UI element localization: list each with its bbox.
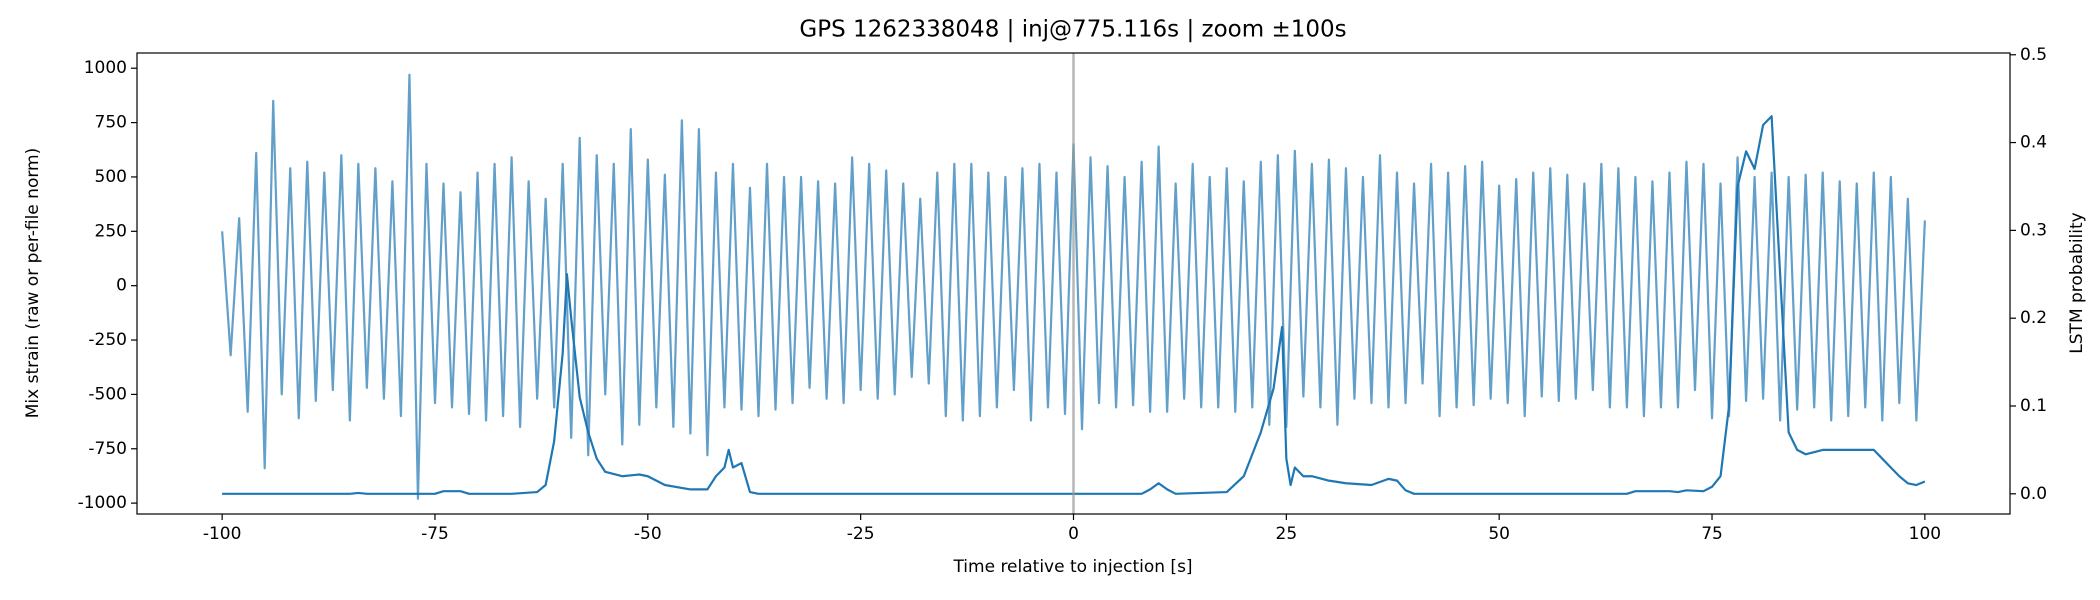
x-axis-label: Time relative to injection [s] xyxy=(952,557,1192,577)
y2-tick-label: 0.1 xyxy=(2020,396,2047,416)
y-tick-label: -250 xyxy=(88,330,127,350)
y-axis-label: Mix strain (raw or per-file norm) xyxy=(23,148,43,418)
y2-tick-label: 0.0 xyxy=(2020,484,2047,504)
plot-frame xyxy=(136,52,2011,515)
y2-tick-label: 0.4 xyxy=(2020,133,2047,153)
y-tick-label: 500 xyxy=(95,167,127,187)
x-tick-label: 0 xyxy=(1068,524,1079,544)
x-tick-label: 75 xyxy=(1701,524,1723,544)
y-tick-label: -1000 xyxy=(78,493,127,513)
y2-axis-label: LSTM probability xyxy=(2067,212,2087,353)
y-tick-label: -750 xyxy=(88,439,127,459)
x-tick-label: -50 xyxy=(634,524,662,544)
y-tick-label: 250 xyxy=(95,221,127,241)
x-tick-label: 25 xyxy=(1276,524,1298,544)
x-tick-label: 50 xyxy=(1488,524,1510,544)
y2-tick-label: 0.2 xyxy=(2020,308,2047,328)
y-tick-label: 0 xyxy=(116,276,127,296)
x-tick-label: -25 xyxy=(847,524,875,544)
y-tick-label: -500 xyxy=(88,384,127,404)
chart-title: GPS 1262338048 | inj@775.116s | zoom ±10… xyxy=(799,17,1346,43)
x-tick-label: 100 xyxy=(1909,524,1941,544)
y-tick-label: 750 xyxy=(95,113,127,133)
x-tick-label: -75 xyxy=(421,524,449,544)
y-tick-label: 1000 xyxy=(84,58,127,78)
y2-tick-label: 0.3 xyxy=(2020,220,2047,240)
y2-tick-label: 0.5 xyxy=(2020,45,2047,65)
x-tick-label: -100 xyxy=(203,524,242,544)
data-line xyxy=(222,115,1926,495)
